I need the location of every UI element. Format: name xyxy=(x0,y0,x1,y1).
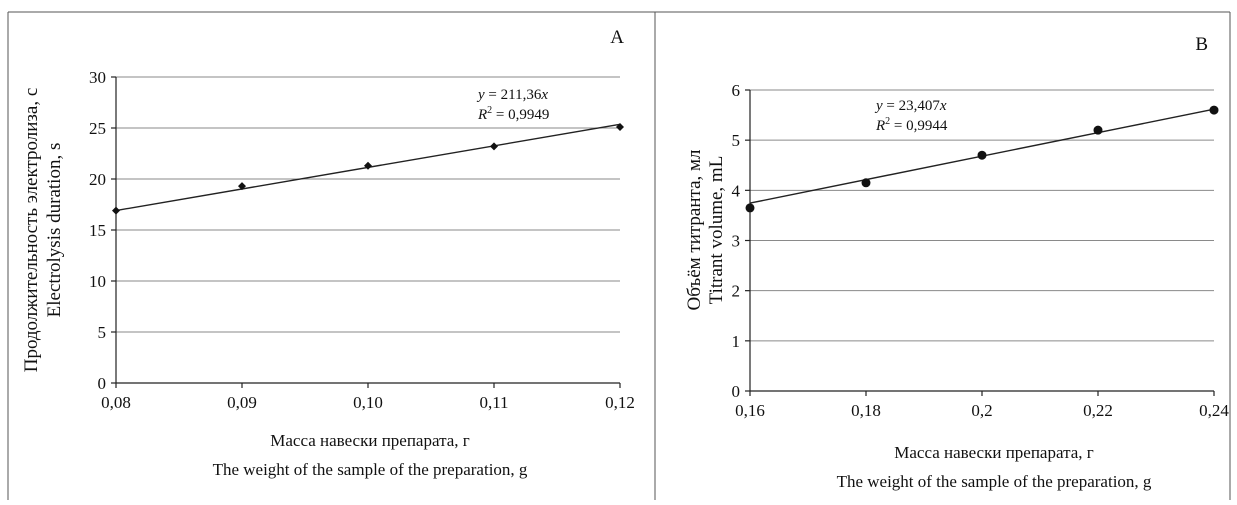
panel-b-y-axis-label-en: Titrant volume, mL xyxy=(706,156,727,305)
panel-b-y-tick-label: 3 xyxy=(732,232,741,251)
panel-b-x-tick-label: 0,16 xyxy=(735,401,765,420)
panel-a-x-axis-label-ru: Масса навески препарата, г xyxy=(270,431,470,450)
panel-b-data-point xyxy=(1210,106,1219,115)
panel-b-y-tick-label: 1 xyxy=(732,332,741,351)
panel-a-data-point xyxy=(112,207,120,215)
panel-b-data-point xyxy=(746,203,755,212)
panel-a-y-tick-label: 20 xyxy=(89,170,106,189)
panel-a-y-tick-label: 0 xyxy=(98,374,107,393)
panel-a-data-point xyxy=(490,142,498,150)
panel-a-letter: A xyxy=(610,27,624,48)
panel-b-y-tick-label: 0 xyxy=(732,382,741,401)
panel-a-x-tick-label: 0,11 xyxy=(479,393,508,412)
panel-b-x-tick-label: 0,22 xyxy=(1083,401,1113,420)
chart-panel-a: 0 5 10 15 20 25 30 0,08 0,09 0,10 0,11 0,12 y = 211,… xyxy=(21,27,635,479)
panel-a-y-tick-label: 10 xyxy=(89,272,106,291)
panel-b-r-squared: R2 = 0,9944 xyxy=(875,116,948,134)
panel-b-data-point xyxy=(862,178,871,187)
panel-b-trend-equation: y = 23,407x xyxy=(874,98,947,114)
panel-b-x-axis-label-ru: Масса навески препарата, г xyxy=(894,443,1094,462)
panel-a-y-tick-label: 30 xyxy=(89,68,106,87)
panel-b-y-axis-label-ru: Объём титранта, мл xyxy=(684,149,705,311)
panel-b-data-point xyxy=(978,151,987,160)
panel-b-y-tick-label: 5 xyxy=(732,131,741,150)
panel-b-x-tick-label: 0,18 xyxy=(851,401,881,420)
panel-b-y-tick-label: 6 xyxy=(732,81,741,100)
panel-b-y-tick-label: 2 xyxy=(732,282,741,301)
panel-a-x-axis-label-en: The weight of the sample of the preparat… xyxy=(213,460,528,479)
panel-a-y-tick-label: 5 xyxy=(98,323,107,342)
panel-b-data-point xyxy=(1094,126,1103,135)
panel-b-y-tick-label: 4 xyxy=(732,181,741,200)
panel-a-y-tick-label: 25 xyxy=(89,119,106,138)
panel-b-x-axis-label-en: The weight of the sample of the preparat… xyxy=(837,472,1152,491)
panel-a-x-tick-label: 0,10 xyxy=(353,393,383,412)
panel-b-x-tick-label: 0,2 xyxy=(971,401,992,420)
panel-a-y-axis-label-ru: Продолжительность электролиза, с xyxy=(21,88,42,373)
panel-a-x-tick-label: 0,08 xyxy=(101,393,131,412)
panel-a-x-tick-label: 0,12 xyxy=(605,393,635,412)
panel-a-y-tick-label: 15 xyxy=(89,221,106,240)
panel-b-letter: B xyxy=(1195,34,1208,55)
chart-panel-b: 0 1 2 3 4 5 6 0,16 0,18 0,2 0,22 0,24 y = 23,407x R2 … xyxy=(684,34,1229,491)
panel-a-x-tick-label: 0,09 xyxy=(227,393,257,412)
panel-b-x-tick-label: 0,24 xyxy=(1199,401,1229,420)
panel-a-trend-equation: y = 211,36x xyxy=(476,87,548,103)
panel-a-y-axis-label-en: Electrolysis duration, s xyxy=(44,143,65,318)
panel-a-r-squared: R2 = 0,9949 xyxy=(477,105,549,123)
